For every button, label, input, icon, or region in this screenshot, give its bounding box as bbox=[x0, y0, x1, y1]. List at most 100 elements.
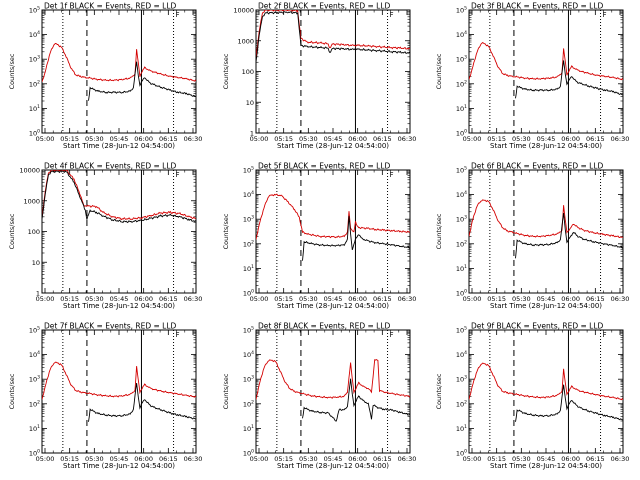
panel-title: Det 5f BLACK = Events, RED = LLD bbox=[258, 162, 391, 171]
x-tick-label: 06:15 bbox=[159, 295, 178, 303]
plot-frame bbox=[41, 169, 197, 294]
y-axis-label: Counts/sec bbox=[8, 53, 16, 89]
x-tick-label: 06:30 bbox=[184, 295, 203, 303]
y-tick-label: 105 bbox=[456, 326, 467, 335]
events-series-line bbox=[515, 60, 623, 99]
x-axis-label: Start Time (28-Jun-12 04:54:00) bbox=[490, 302, 602, 310]
y-tick-label: 103 bbox=[243, 375, 254, 384]
x-tick-label: 05:15 bbox=[60, 135, 79, 143]
x-tick-label: 05:00 bbox=[463, 295, 482, 303]
y-tick-label: 100 bbox=[242, 68, 254, 76]
x-tick-label: 05:30 bbox=[299, 135, 318, 143]
x-tick-label: 05:15 bbox=[487, 455, 506, 463]
x-tick-label: 05:45 bbox=[110, 295, 129, 303]
y-axis-label: Counts/sec bbox=[222, 53, 230, 89]
x-tick-label: 05:30 bbox=[85, 295, 104, 303]
x-tick-label: 06:15 bbox=[586, 135, 605, 143]
x-axis-label: Start Time (28-Jun-12 04:54:00) bbox=[63, 302, 175, 310]
x-tick-label: 06:00 bbox=[561, 135, 580, 143]
events-series-line bbox=[88, 383, 196, 422]
x-tick-label: 05:30 bbox=[512, 135, 531, 143]
y-tick-label: 103 bbox=[456, 215, 467, 224]
x-tick-label: 05:45 bbox=[537, 455, 556, 463]
x-tick-label: 06:00 bbox=[134, 295, 153, 303]
x-tick-label: 05:00 bbox=[36, 455, 55, 463]
y-tick-label: 10 bbox=[246, 99, 254, 107]
plot-frame bbox=[255, 9, 411, 134]
corner-mark: F bbox=[603, 171, 607, 179]
y-tick-label: 103 bbox=[29, 375, 40, 384]
plot-frame bbox=[468, 329, 624, 454]
corner-mark: F bbox=[176, 331, 180, 339]
x-tick-label: 06:15 bbox=[373, 295, 392, 303]
x-tick-label: 06:00 bbox=[561, 295, 580, 303]
panel-title: Det 8f BLACK = Events, RED = LLD bbox=[258, 322, 391, 331]
x-tick-label: 06:30 bbox=[398, 455, 417, 463]
x-axis-label: Start Time (28-Jun-12 04:54:00) bbox=[63, 142, 175, 150]
plot-frame bbox=[255, 329, 411, 454]
x-tick-label: 05:45 bbox=[537, 295, 556, 303]
y-tick-label: 105 bbox=[29, 6, 40, 15]
y-axis-label: Counts/sec bbox=[435, 53, 443, 89]
corner-mark: F bbox=[603, 331, 607, 339]
x-tick-label: 06:00 bbox=[348, 455, 367, 463]
y-tick-label: 105 bbox=[456, 6, 467, 15]
y-tick-label: 100 bbox=[243, 449, 254, 458]
y-tick-label: 104 bbox=[29, 350, 40, 359]
y-tick-label: 105 bbox=[243, 326, 254, 335]
x-tick-label: 05:30 bbox=[299, 455, 318, 463]
y-tick-label: 102 bbox=[243, 239, 254, 248]
events-series-line bbox=[515, 384, 623, 422]
x-tick-label: 06:30 bbox=[611, 455, 630, 463]
events-series-line bbox=[88, 61, 196, 101]
x-tick-label: 06:00 bbox=[348, 135, 367, 143]
y-axis-label: Counts/sec bbox=[435, 213, 443, 249]
x-axis-label: Start Time (28-Jun-12 04:54:00) bbox=[490, 142, 602, 150]
y-tick-label: 103 bbox=[29, 55, 40, 64]
y-tick-label: 101 bbox=[456, 104, 467, 113]
x-tick-label: 05:15 bbox=[274, 295, 293, 303]
y-tick-label: 101 bbox=[243, 264, 254, 273]
y-tick-label: 101 bbox=[29, 104, 40, 113]
x-tick-label: 06:00 bbox=[561, 455, 580, 463]
lld-series-line bbox=[256, 193, 410, 240]
panel-title: Det 9f BLACK = Events, RED = LLD bbox=[471, 322, 604, 331]
x-tick-label: 06:00 bbox=[134, 135, 153, 143]
x-tick-label: 05:15 bbox=[60, 295, 79, 303]
lld-series-line bbox=[42, 170, 196, 221]
y-tick-label: 102 bbox=[29, 79, 40, 88]
x-tick-label: 05:00 bbox=[250, 295, 269, 303]
x-tick-label: 06:30 bbox=[611, 135, 630, 143]
y-tick-label: 105 bbox=[243, 166, 254, 175]
y-tick-label: 100 bbox=[243, 289, 254, 298]
plot-frame bbox=[41, 329, 197, 454]
y-tick-label: 105 bbox=[29, 326, 40, 335]
x-tick-label: 05:15 bbox=[487, 295, 506, 303]
x-tick-label: 06:30 bbox=[184, 135, 203, 143]
y-tick-label: 100 bbox=[28, 228, 40, 236]
y-tick-label: 101 bbox=[29, 424, 40, 433]
x-tick-label: 05:45 bbox=[324, 295, 343, 303]
y-tick-label: 104 bbox=[243, 350, 254, 359]
y-tick-label: 104 bbox=[29, 30, 40, 39]
x-axis-label: Start Time (28-Jun-12 04:54:00) bbox=[490, 462, 602, 470]
lld-series-line bbox=[469, 42, 623, 81]
x-tick-label: 06:00 bbox=[348, 295, 367, 303]
x-tick-label: 06:30 bbox=[611, 295, 630, 303]
y-tick-label: 100 bbox=[456, 129, 467, 138]
x-tick-label: 05:00 bbox=[250, 135, 269, 143]
x-tick-label: 05:30 bbox=[85, 135, 104, 143]
y-tick-label: 102 bbox=[243, 399, 254, 408]
y-tick-label: 101 bbox=[243, 424, 254, 433]
x-tick-label: 06:15 bbox=[373, 135, 392, 143]
lld-series-line bbox=[42, 361, 196, 400]
events-series-line bbox=[302, 378, 410, 422]
corner-mark: F bbox=[603, 11, 607, 19]
y-tick-label: 1000 bbox=[237, 37, 254, 45]
